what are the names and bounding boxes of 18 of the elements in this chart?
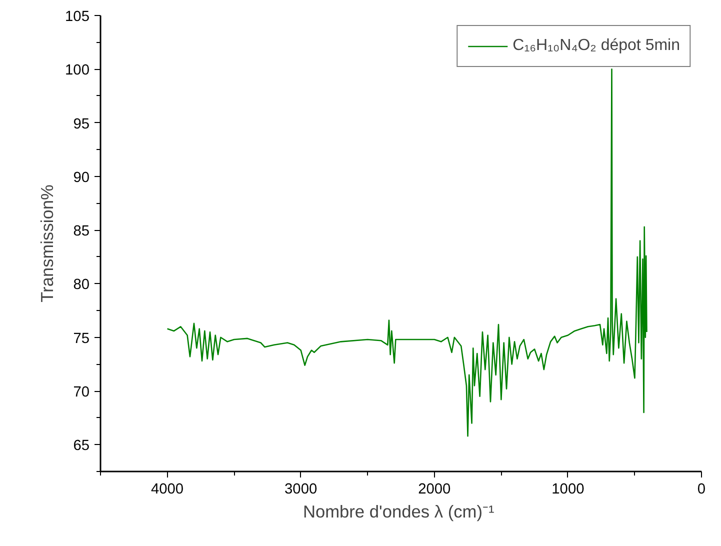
y-tick-label: 75 bbox=[73, 330, 90, 347]
x-tick-label: 2000 bbox=[418, 482, 451, 498]
x-tick-label: 1000 bbox=[552, 482, 584, 498]
line-series bbox=[166, 68, 648, 437]
y-tick-label: 90 bbox=[73, 170, 90, 186]
x-axis-title: Nombre d'ondes λ (cm)⁻¹ bbox=[302, 502, 494, 522]
legend-label: C₁₆H₁₀N₄O₂ dépot 5min bbox=[512, 37, 680, 55]
y-tick-label: 65 bbox=[73, 438, 90, 454]
y-tick-label: 80 bbox=[73, 277, 90, 294]
x-tick-label: 4000 bbox=[150, 482, 184, 498]
y-tick-label: 95 bbox=[73, 116, 90, 132]
y-axis-title: Transmission% bbox=[37, 184, 58, 302]
x-tick-label: 3000 bbox=[284, 482, 318, 498]
y-tick-label: 105 bbox=[65, 9, 90, 25]
x-tick-label: 0 bbox=[697, 482, 706, 498]
y-tick-label: 100 bbox=[65, 62, 90, 79]
y-tick-label: 70 bbox=[73, 384, 90, 401]
y-tick-label: 85 bbox=[73, 224, 90, 240]
